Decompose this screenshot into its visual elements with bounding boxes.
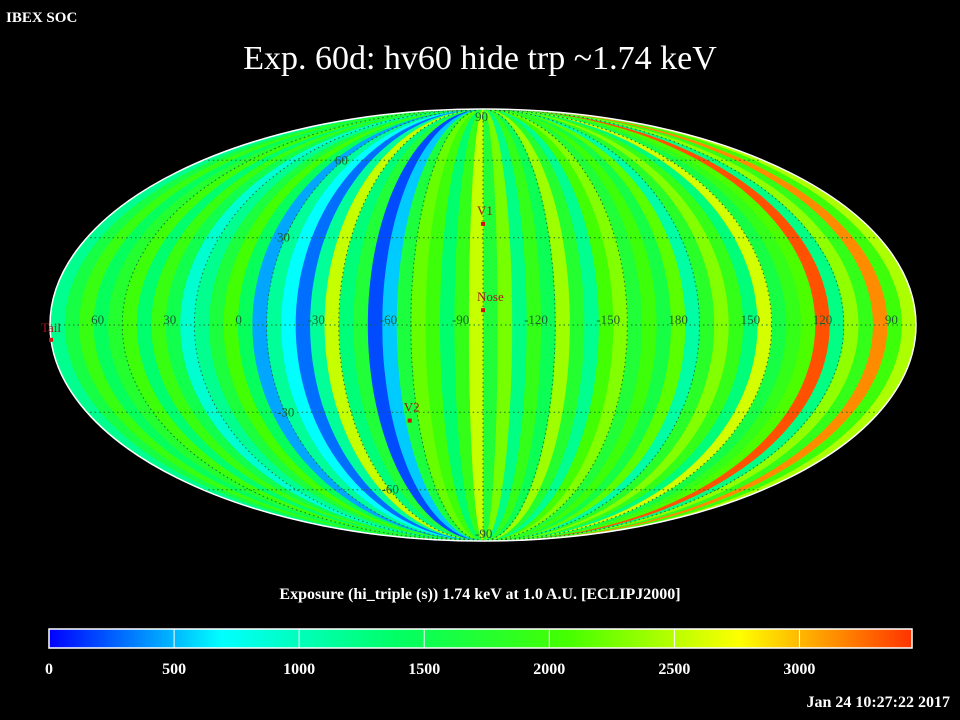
- longitude-line: [410, 109, 484, 541]
- marker-point: [49, 337, 53, 342]
- colorbar-gradient: [48, 628, 913, 649]
- colorbar-tick-label: 1500: [408, 661, 440, 678]
- longitude-label: 0: [235, 312, 242, 327]
- longitude-label: 90: [885, 312, 898, 327]
- longitude-line: [482, 109, 701, 541]
- longitude-label: 30: [163, 312, 176, 327]
- longitude-line: [265, 109, 484, 541]
- colorbar-tick-label: 2500: [658, 661, 690, 678]
- marker-label: Tail: [41, 320, 61, 335]
- latitude-label: 30: [277, 230, 290, 245]
- timestamp: Jan 24 10:27:22 2017: [806, 694, 950, 711]
- longitude-line: [121, 109, 484, 541]
- marker-label: V2: [404, 400, 420, 415]
- grid-labels: 60 30 0 -30 -60 -90 -120 -150 180 150 120 90 90 60 30 -…: [91, 109, 898, 541]
- longitude-label: 120: [813, 312, 833, 327]
- colorbar-tick-label: 3000: [783, 661, 815, 678]
- marker-point: [481, 221, 485, 226]
- longitude-label: -90: [452, 312, 469, 327]
- map-title: Exp. 60d: hv60 hide trp ~1.74 keV: [243, 40, 717, 77]
- sky-map: 60 30 0 -30 -60 -90 -120 -150 180 150 120 90 90 60 30 -…: [41, 108, 917, 542]
- latitude-label: -60: [382, 482, 399, 497]
- longitude-label: -150: [596, 312, 620, 327]
- longitude-label: -120: [524, 312, 548, 327]
- colorbar-tick-label: 1000: [283, 661, 315, 678]
- map-outline: [49, 108, 917, 542]
- marker-point: [407, 418, 412, 423]
- marker-label: V1: [477, 203, 493, 218]
- colorbar-tick-label: 0: [45, 661, 53, 678]
- latitude-label: -90: [475, 526, 492, 541]
- latitude-label: 90: [475, 109, 488, 124]
- colorbar-tick-label: 500: [162, 661, 186, 678]
- markers: V1 Nose V2 Tail: [41, 203, 504, 423]
- colorbar-tick-label: 2000: [533, 661, 565, 678]
- colorbar: 0 500 1000 1500 2000 2500 3000: [45, 628, 913, 678]
- marker-label: Nose: [477, 289, 504, 304]
- latitude-label: -30: [277, 404, 294, 419]
- colorbar-title: Exposure (hi_triple (s)) 1.74 keV at 1.0…: [279, 586, 681, 603]
- corner-label: IBEX SOC: [6, 10, 78, 26]
- longitude-label: -30: [308, 312, 325, 327]
- longitude-label: 60: [91, 312, 104, 327]
- longitude-label: 150: [741, 312, 761, 327]
- longitude-line: [482, 109, 845, 541]
- longitude-line: [482, 109, 556, 541]
- marker-point: [481, 308, 485, 313]
- latitude-label: 60: [335, 152, 348, 167]
- longitude-label: 180: [668, 312, 688, 327]
- longitude-label: -60: [380, 312, 397, 327]
